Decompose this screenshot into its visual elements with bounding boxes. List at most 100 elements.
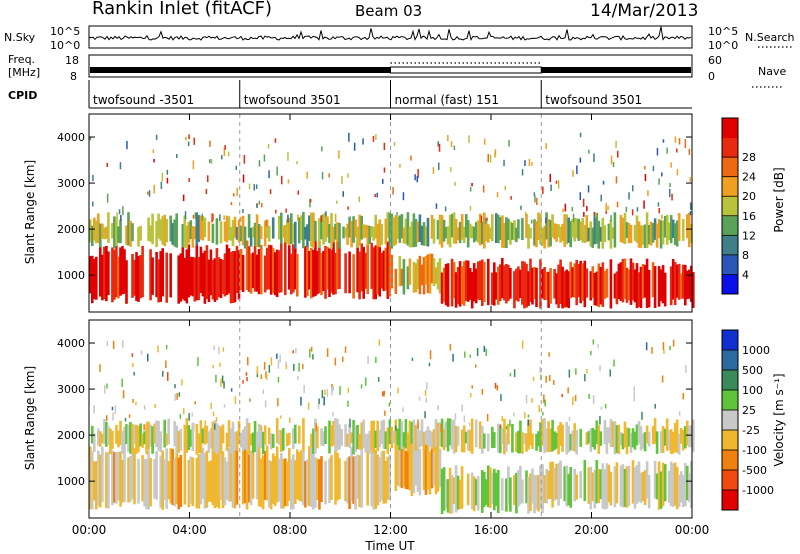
echo-point <box>418 396 421 401</box>
echo-column <box>692 419 695 452</box>
echo-column <box>527 271 530 306</box>
echo-column <box>673 223 677 245</box>
echo-column <box>219 426 223 454</box>
echo-column <box>436 422 440 449</box>
echo-point <box>383 142 386 151</box>
echo-column <box>376 245 379 295</box>
echo-point <box>437 405 439 411</box>
echo-point <box>140 350 143 355</box>
echo-column <box>454 219 458 244</box>
echo-column <box>338 458 341 500</box>
echo-column <box>515 472 518 514</box>
echo-point <box>416 176 418 183</box>
echo-column <box>374 214 377 239</box>
echo-point <box>227 151 230 157</box>
echo-column <box>607 427 611 444</box>
echo-column <box>300 215 303 240</box>
echo-point <box>347 387 350 393</box>
echo-column <box>157 259 160 303</box>
echo-column <box>669 461 673 507</box>
echo-point <box>279 415 282 419</box>
echo-column <box>368 430 371 454</box>
echo-column <box>314 418 317 454</box>
echo-column <box>442 219 446 242</box>
echo-column <box>103 419 106 445</box>
echo-column <box>296 449 299 500</box>
echo-point <box>287 179 290 184</box>
echo-column <box>257 249 261 295</box>
echo-point <box>417 419 419 429</box>
echo-column <box>553 467 556 501</box>
echo-point <box>542 411 544 416</box>
echo-point <box>192 160 195 170</box>
freq-right-tick-low: 0 <box>708 70 715 83</box>
echo-column <box>531 267 534 305</box>
echo-column <box>306 244 309 296</box>
echo-column <box>406 432 410 452</box>
echo-column <box>209 428 213 449</box>
echo-column <box>312 212 315 248</box>
echo-column <box>525 263 528 308</box>
echo-column <box>529 258 532 303</box>
echo-point <box>341 175 343 184</box>
echo-column <box>487 224 490 243</box>
echo-column <box>688 269 691 299</box>
ytick-label: 2000 <box>57 429 85 442</box>
echo-column <box>462 261 466 306</box>
echo-point <box>599 365 601 372</box>
echo-point <box>223 404 226 408</box>
echo-column <box>366 225 369 246</box>
echo-point <box>372 135 375 142</box>
echo-point <box>382 178 384 184</box>
echo-point <box>538 405 540 413</box>
echo-column <box>143 431 146 445</box>
echo-column <box>521 218 524 240</box>
echo-column <box>448 467 452 514</box>
echo-point <box>106 193 109 203</box>
echo-column <box>657 266 661 307</box>
echo-column <box>133 424 136 445</box>
echo-column <box>547 219 550 248</box>
echo-point <box>128 414 131 418</box>
echo-column <box>553 223 556 240</box>
freq-left-tick-high: 18 <box>65 54 79 67</box>
echo-point <box>557 180 560 189</box>
echo-column <box>255 432 259 454</box>
echo-point <box>245 372 248 376</box>
echo-column <box>623 212 627 245</box>
echo-column <box>507 264 510 301</box>
echo-column <box>197 215 201 242</box>
echo-point <box>223 147 226 157</box>
echo-column <box>621 433 625 450</box>
echo-column <box>249 253 253 294</box>
echo-column <box>495 272 498 300</box>
echo-column <box>609 259 613 309</box>
echo-column <box>396 443 400 486</box>
echo-column <box>535 267 538 307</box>
echo-column <box>557 463 560 506</box>
echo-column <box>509 268 512 299</box>
echo-column <box>275 418 279 444</box>
echo-column <box>386 427 390 454</box>
echo-column <box>171 448 174 506</box>
echo-column <box>322 431 325 447</box>
echo-point <box>447 135 449 142</box>
echo-column <box>328 224 331 243</box>
echo-column <box>571 267 574 298</box>
echo-point <box>510 196 512 200</box>
echo-column <box>587 431 591 444</box>
echo-column <box>420 264 424 286</box>
echo-column <box>569 467 572 508</box>
echo-point <box>545 217 547 224</box>
echo-column <box>631 428 635 448</box>
echo-point <box>464 351 466 358</box>
echo-column <box>366 433 369 451</box>
echo-column <box>452 477 456 504</box>
echo-column <box>659 471 663 509</box>
echo-column <box>396 428 400 446</box>
echo-column <box>489 467 492 509</box>
echo-column <box>175 448 178 505</box>
echo-column <box>400 268 404 286</box>
echo-column <box>436 441 440 492</box>
